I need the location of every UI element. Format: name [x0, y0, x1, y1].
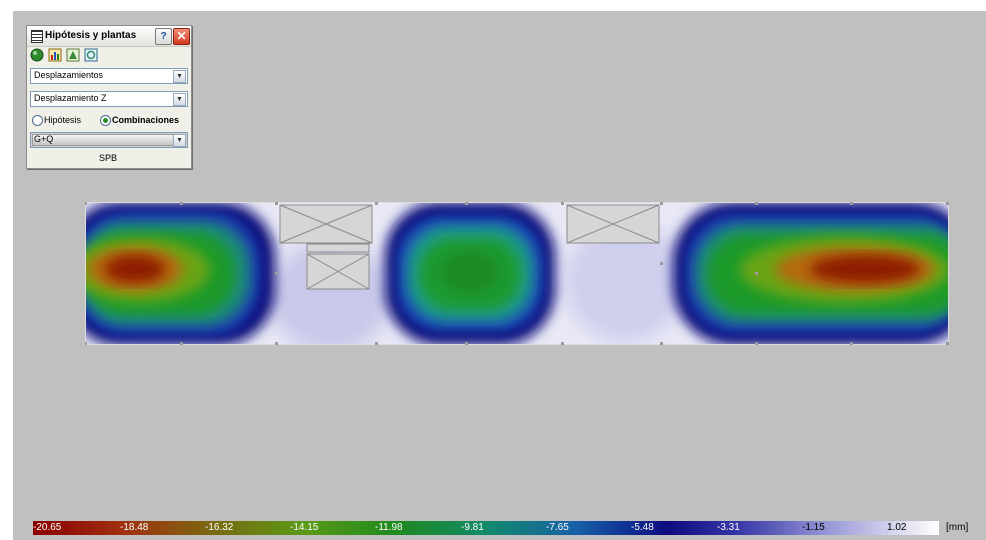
slab-opening-2 — [306, 243, 370, 253]
chevron-down-icon[interactable]: ▼ — [173, 134, 186, 147]
legend-tick-label: -16.32 — [205, 522, 234, 533]
slab-opening-4 — [566, 204, 660, 244]
legend-tick-label: -11.98 — [375, 522, 403, 533]
legend-tick-label: -9.81 — [461, 522, 484, 533]
contour-bay-right — [673, 202, 949, 345]
legend-tick-label: -14.15 — [290, 522, 319, 533]
slab-opening-3 — [306, 253, 370, 290]
component-value: Desplazamiento Z — [34, 93, 107, 103]
legend-unit: [mm] — [946, 522, 969, 533]
color-legend — [33, 521, 939, 535]
chevron-down-icon[interactable]: ▼ — [173, 70, 186, 83]
support-nodes — [85, 202, 949, 345]
legend-tick-label: -18.48 — [120, 522, 149, 533]
contour-bay-middle — [385, 202, 555, 345]
hypotheses-panel[interactable]: Hipótesis y plantas ? ✕ Desplazamientos … — [26, 25, 192, 169]
chevron-down-icon[interactable]: ▼ — [173, 93, 186, 106]
legend-tick-label: -20.65 — [33, 522, 62, 533]
sphere-icon[interactable] — [30, 48, 44, 62]
slab-contour-plot[interactable] — [85, 202, 949, 345]
slab-border — [85, 202, 949, 345]
chart-icon[interactable] — [48, 48, 62, 62]
result-type-select[interactable]: Desplazamientos ▼ — [30, 68, 188, 84]
mode-radio-group: Hipótesis Combinaciones — [30, 113, 188, 127]
radio-hipotesis[interactable] — [32, 115, 43, 126]
legend-gradient-bar — [33, 521, 939, 535]
legend-tick-label: 1.02 — [887, 522, 907, 533]
list-icon — [31, 30, 43, 43]
close-button[interactable]: ✕ — [173, 28, 190, 45]
plan-icon[interactable] — [84, 48, 98, 62]
legend-tick-label: -1.15 — [802, 522, 825, 533]
building-icon[interactable] — [66, 48, 80, 62]
radio-combinaciones[interactable] — [100, 115, 111, 126]
legend-tick-label: -3.31 — [717, 522, 740, 533]
radio-combinaciones-label[interactable]: Combinaciones — [112, 115, 180, 125]
legend-tick-label: -5.48 — [631, 522, 654, 533]
panel-footer: SPB — [98, 153, 117, 163]
contour-bay-left — [85, 202, 275, 345]
component-select[interactable]: Desplazamiento Z ▼ — [30, 91, 188, 107]
result-type-value: Desplazamientos — [34, 70, 104, 80]
combination-select[interactable]: G+Q ▼ — [30, 132, 188, 148]
combination-value: G+Q — [34, 134, 54, 144]
help-button[interactable]: ? — [155, 28, 172, 45]
slab-opening-1 — [279, 204, 373, 244]
radio-hipotesis-label[interactable]: Hipótesis — [44, 115, 82, 125]
combination-field — [32, 134, 175, 146]
panel-title: Hipótesis y plantas — [45, 30, 137, 41]
legend-tick-label: -7.65 — [546, 522, 569, 533]
panel-titlebar[interactable]: Hipótesis y plantas ? ✕ — [27, 26, 191, 47]
